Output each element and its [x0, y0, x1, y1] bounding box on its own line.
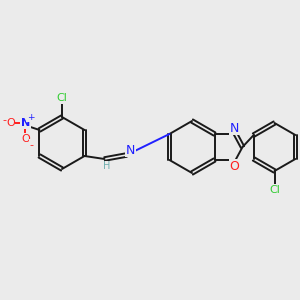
Text: Cl: Cl	[269, 185, 280, 195]
Text: Cl: Cl	[57, 93, 68, 103]
Text: +: +	[27, 112, 34, 122]
Text: N: N	[126, 143, 135, 157]
Text: N: N	[230, 122, 239, 134]
Text: -: -	[29, 140, 34, 150]
Text: -: -	[2, 115, 7, 125]
Text: O: O	[6, 118, 15, 128]
Text: O: O	[230, 160, 239, 172]
Text: O: O	[21, 134, 30, 144]
Text: N: N	[21, 118, 30, 128]
Text: H: H	[103, 161, 110, 171]
